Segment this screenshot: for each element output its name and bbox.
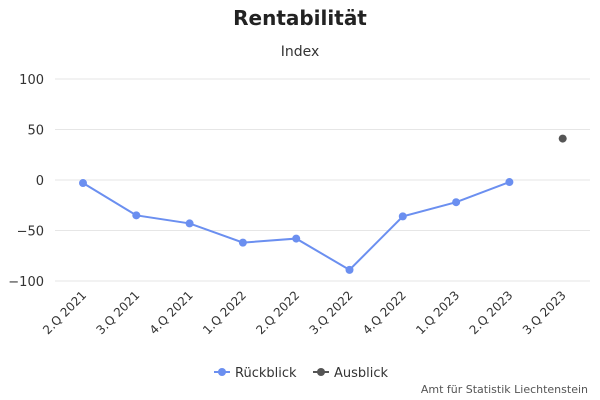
data-point <box>292 234 301 243</box>
y-tick-label: 100 <box>19 73 44 88</box>
y-tick-label: 0 <box>36 174 44 189</box>
x-tick-label: 3.Q 2021 <box>93 288 142 337</box>
x-axis-ticks: 2.Q 2021 3.Q 2021 4.Q 2021 1.Q 2022 2.Q 2022… <box>40 288 569 337</box>
chart-subtitle: Index <box>280 44 320 60</box>
x-tick-label: 2.Q 2023 <box>467 288 516 337</box>
data-point <box>79 179 87 188</box>
x-tick-label: 3.Q 2022 <box>307 288 356 337</box>
series-lines <box>82 181 510 272</box>
data-point <box>238 238 247 247</box>
x-tick-label: 2.Q 2021 <box>40 288 89 337</box>
y-tick-label: −100 <box>8 275 44 290</box>
series-points <box>79 134 567 274</box>
legend-swatch-marker <box>317 368 325 376</box>
source-credit: Amt für Statistik Liechtenstein <box>420 383 588 396</box>
x-tick-label: 1.Q 2023 <box>413 288 462 337</box>
y-tick-label: 50 <box>27 124 44 139</box>
x-tick-label: 4.Q 2021 <box>147 288 196 337</box>
gridlines <box>55 78 590 282</box>
data-point <box>452 198 461 207</box>
chart-title: Rentabilität <box>233 6 367 30</box>
data-point <box>398 212 407 221</box>
data-point <box>132 211 141 220</box>
x-tick-label: 3.Q 2023 <box>520 288 569 337</box>
data-point <box>345 265 354 274</box>
data-point <box>505 178 514 187</box>
data-point <box>558 134 567 143</box>
x-tick-label: 4.Q 2022 <box>360 288 409 337</box>
y-axis-ticks: 100 50 0 −50 −100 <box>8 73 44 290</box>
y-tick-label: −50 <box>17 225 44 240</box>
data-point <box>185 219 194 228</box>
x-tick-label: 2.Q 2022 <box>253 288 302 337</box>
legend-swatch-marker <box>218 368 226 376</box>
series-line <box>82 181 510 272</box>
legend-label: Rückblick <box>235 366 297 381</box>
legend-label: Ausblick <box>334 366 389 381</box>
legend: Rückblick Ausblick <box>214 366 389 381</box>
x-tick-label: 1.Q 2022 <box>200 288 249 337</box>
